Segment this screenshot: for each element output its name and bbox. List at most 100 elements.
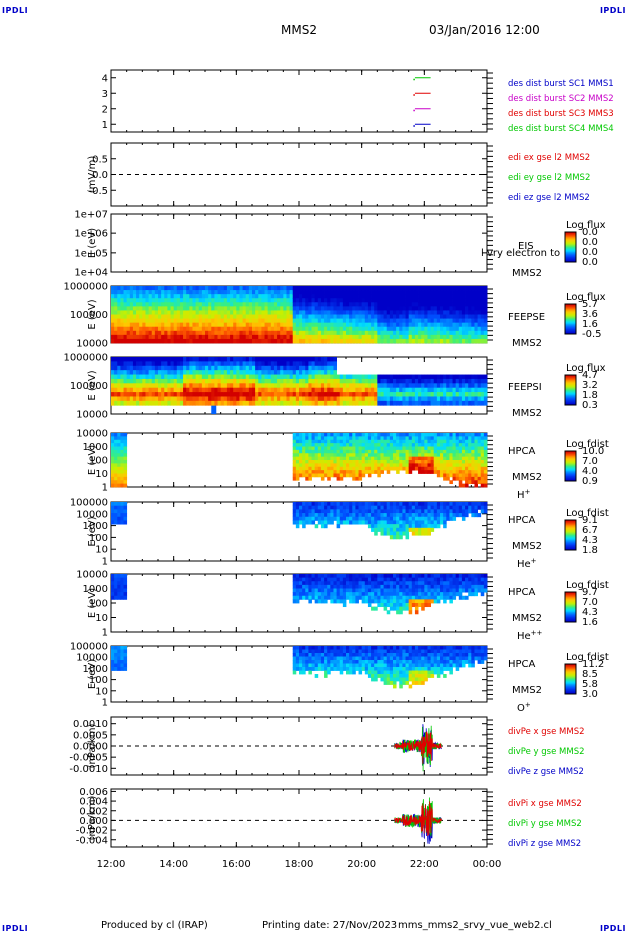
spectrogram-cell — [317, 322, 322, 328]
spectrogram-cell — [449, 470, 453, 474]
spectrogram-cell — [280, 334, 284, 340]
spectrogram-cell — [411, 310, 416, 315]
spectrogram-cell — [280, 374, 284, 380]
spectrogram-cell — [474, 302, 478, 307]
spectrogram-cell — [158, 334, 162, 340]
spectrogram-cell — [430, 330, 435, 336]
spectrogram-cell — [327, 290, 331, 295]
spectrogram-cell — [311, 387, 316, 393]
spectrogram-cell — [408, 460, 413, 464]
spectrogram-cell — [377, 400, 381, 406]
spectrogram-cell — [186, 338, 190, 344]
spectrogram-cell — [123, 294, 128, 299]
spectrogram-cell — [277, 306, 281, 311]
spectrogram-cell — [355, 460, 359, 464]
y-tick-label: 100000 — [70, 381, 108, 392]
spectrogram-cell — [308, 446, 312, 451]
spectrogram-cell — [324, 374, 328, 380]
spectrogram-cell — [330, 357, 334, 362]
spectrogram-cell — [440, 443, 444, 447]
spectrogram-cell — [408, 505, 413, 510]
spectrogram-cell — [418, 318, 422, 324]
spectrogram-cell — [483, 400, 488, 406]
spectrogram-cell — [352, 302, 356, 307]
spectrogram-cell — [408, 443, 413, 447]
spectrogram-cell — [286, 370, 290, 375]
spectrogram-cell — [154, 330, 159, 336]
spectrogram-cell — [480, 400, 485, 406]
spectrogram-cell — [327, 378, 331, 384]
spectrogram-cell — [179, 294, 184, 299]
spectrogram-cell — [129, 294, 134, 299]
spectrogram-cell — [427, 531, 431, 536]
spectrogram-cell — [396, 396, 400, 402]
spectrogram-cell — [120, 463, 124, 468]
spectrogram-cell — [324, 505, 328, 510]
spectrogram-cell — [396, 535, 400, 540]
spectrogram-cell — [258, 387, 262, 393]
spectrogram-cell — [408, 400, 413, 406]
spectrogram-cell — [349, 374, 353, 380]
spectrogram-cell — [440, 466, 444, 471]
spectrogram-cell — [436, 378, 441, 384]
colorbar-segment — [565, 461, 576, 463]
spectrogram-cell — [358, 322, 363, 328]
spectrogram-cell — [411, 433, 416, 437]
spectrogram-cell — [477, 322, 482, 328]
spectrogram-cell — [192, 374, 196, 380]
spectrogram-cell — [339, 310, 344, 315]
spectrogram-cell — [317, 520, 322, 525]
spectrogram-cell — [252, 290, 256, 295]
spectrogram-cell — [252, 378, 256, 384]
spectrogram-cell — [386, 505, 391, 510]
spectrogram-cell — [405, 374, 410, 380]
spectrogram-cell — [273, 334, 278, 340]
spectrogram-cell — [145, 322, 149, 328]
spectrogram-cell — [333, 456, 337, 461]
spectrogram-cell — [223, 378, 228, 384]
spectrogram-cell — [418, 387, 422, 393]
spectrogram-cell — [324, 473, 328, 478]
spectrogram-cell — [371, 460, 375, 464]
spectrogram-cell — [120, 387, 124, 393]
spectrogram-cell — [336, 433, 341, 437]
spectrogram-cell — [327, 439, 331, 444]
spectrogram-cell — [327, 318, 331, 324]
spectrogram-cell — [167, 306, 171, 311]
spectrogram-cell — [248, 378, 253, 384]
spectrogram-cell — [414, 516, 419, 521]
spectrogram-cell — [414, 443, 419, 447]
spectrogram-cell — [189, 298, 193, 303]
spectrogram-cell — [443, 338, 447, 344]
spectrogram-cell — [480, 509, 485, 514]
spectrogram-cell — [399, 505, 403, 510]
spectrogram-cell — [258, 357, 262, 362]
spectrogram-cell — [461, 294, 466, 299]
spectrogram-cell — [208, 330, 212, 336]
spectrogram-cell — [170, 318, 175, 324]
spectrogram-cell — [333, 365, 337, 371]
spectrogram-cell — [132, 396, 137, 402]
spectrogram-cell — [446, 302, 450, 307]
spectrogram-cell — [361, 439, 366, 444]
spectrogram-cell — [480, 476, 485, 481]
spectrogram-cell — [324, 443, 328, 447]
spectrogram-cell — [367, 516, 372, 521]
spectrogram-cell — [336, 374, 341, 380]
spectrogram-cell — [361, 433, 366, 437]
spectrogram-cell — [189, 318, 193, 324]
spectrogram-cell — [132, 387, 137, 393]
spectrogram-cell — [114, 314, 118, 319]
spectrogram-cell — [367, 396, 372, 402]
colorbar-segment — [565, 536, 576, 538]
spectrogram-cell — [242, 338, 247, 344]
spectrogram-cell — [286, 330, 290, 336]
colorbar-segment — [565, 325, 576, 327]
spectrogram-cell — [139, 383, 143, 389]
spectrogram-cell — [217, 387, 222, 393]
spectrogram-cell — [211, 294, 215, 299]
spectrogram-cell — [364, 513, 369, 518]
spectrogram-cell — [258, 374, 262, 380]
spectrogram-cell — [226, 310, 231, 315]
spectrogram-cell — [239, 378, 243, 384]
